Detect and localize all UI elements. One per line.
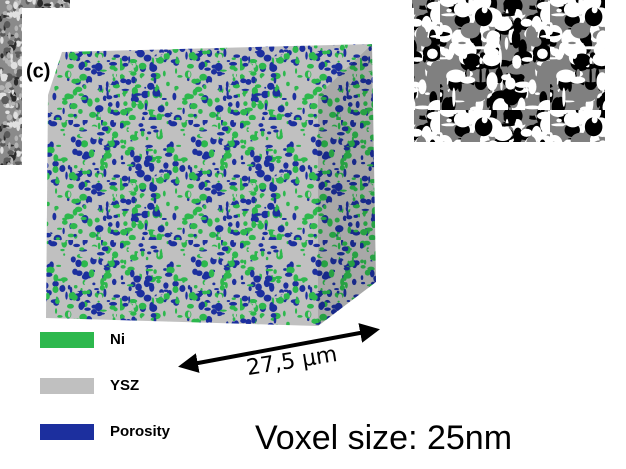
legend-swatch	[40, 378, 94, 394]
legend-label: Porosity	[110, 423, 171, 440]
cube	[46, 44, 376, 326]
page: (c) 27,5 μm NiYSZPorosity Voxel size: 25…	[0, 0, 626, 469]
cube-top	[48, 44, 372, 95]
panel-label: (c)	[26, 60, 50, 82]
legend-swatch	[40, 332, 94, 348]
caption: Voxel size: 25nm	[255, 419, 512, 457]
legend-swatch	[40, 424, 94, 440]
sem-image-right	[412, 0, 605, 142]
legend-label: Ni	[110, 331, 125, 348]
legend-label: YSZ	[110, 377, 139, 394]
figure: (c) 27,5 μm NiYSZPorosity Voxel size: 25…	[0, 0, 626, 469]
cube-front	[46, 95, 318, 326]
